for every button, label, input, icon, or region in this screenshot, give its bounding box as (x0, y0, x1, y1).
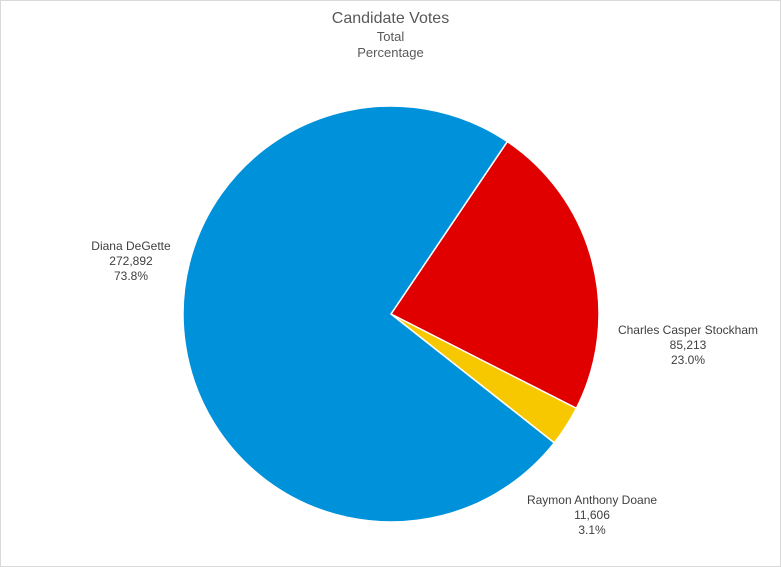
pie-slice-diana-degette (182, 105, 556, 523)
slice-label-percent: 3.1% (578, 523, 606, 537)
slice-label-name: Charles Casper Stockham (618, 323, 758, 337)
slice-label-percent: 23.0% (671, 353, 705, 367)
pie-slice-charles-casper-stockham (389, 140, 600, 410)
slice-label-name: Diana DeGette (91, 239, 171, 253)
chart-subtitle-total: Total (376, 29, 405, 44)
label-raymon-anthony-doane: Raymon Anthony Doane 11,606 3.1% (527, 493, 657, 537)
chart-subtitle-percentage: Percentage (357, 45, 424, 60)
label-charles-casper-stockham: Charles Casper Stockham 85,213 23.0% (618, 323, 758, 367)
slice-label-value: 272,892 (109, 254, 153, 268)
pie-slices (182, 105, 600, 523)
slice-label-value: 85,213 (670, 338, 707, 352)
title-block: Candidate Votes Total Percentage (1, 9, 780, 61)
slice-label-name: Raymon Anthony Doane (527, 493, 657, 507)
chart-title: Candidate Votes (331, 10, 450, 27)
slice-label-value: 11,606 (574, 508, 610, 522)
slice-label-percent: 73.8% (114, 269, 148, 283)
label-diana-degette: Diana DeGette 272,892 73.8% (91, 239, 171, 283)
